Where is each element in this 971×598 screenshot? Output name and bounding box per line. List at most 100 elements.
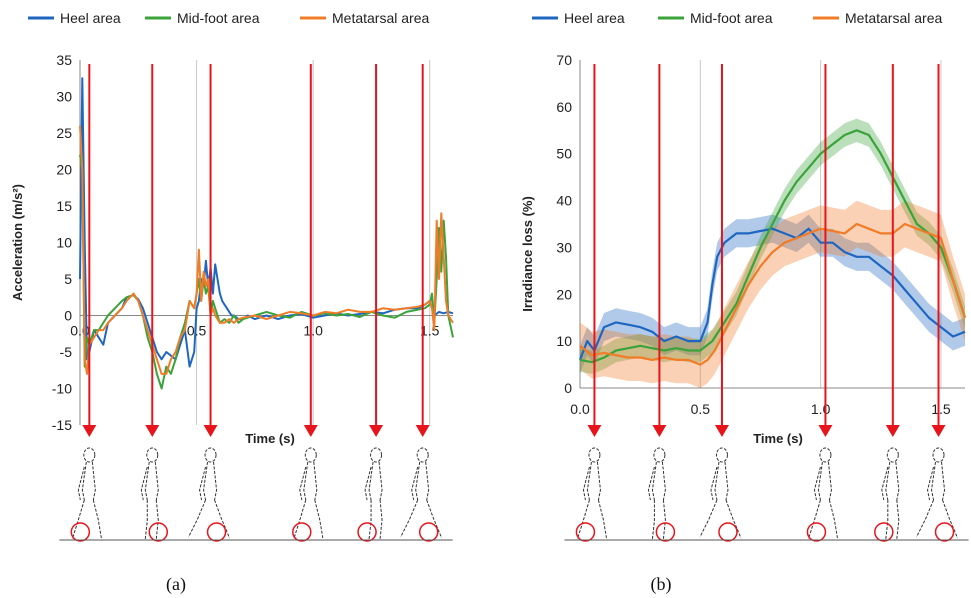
- walker-legs: [71, 499, 102, 540]
- red-circle-icon: [806, 522, 827, 542]
- y-axis-label: Irradiance loss (%): [520, 196, 535, 312]
- x-tick-label: 1.0: [303, 323, 323, 339]
- red-circle-icon: [148, 522, 169, 542]
- x-tick-label: 0.5: [691, 401, 711, 417]
- red-arrow-head: [303, 425, 318, 437]
- walker-arm: [710, 466, 718, 501]
- red-circle-icon: [357, 522, 377, 542]
- y-tick-label: 0: [564, 380, 572, 396]
- walker-legs: [188, 499, 231, 539]
- y-tick-label: 35: [56, 52, 72, 68]
- walker-legs: [576, 499, 607, 540]
- walker-torso: [81, 461, 96, 501]
- walker-arm: [77, 466, 85, 501]
- walker-arm: [411, 466, 419, 501]
- series-line-metatarsal: [579, 222, 967, 366]
- walker-torso: [931, 461, 946, 501]
- legend-entry: Mid-foot area: [690, 10, 773, 26]
- panel-b-irradiance-chart: 0 10 20 30 40 50 60 70 0.0 0.5 1.0 1.5 Irradiance lo…: [520, 10, 969, 595]
- walker-torso: [817, 461, 832, 501]
- walker-legs: [885, 499, 900, 540]
- red-circle-icon: [206, 522, 227, 542]
- series-line-midfoot: [79, 154, 454, 390]
- legend-entry: Metatarsal area: [332, 10, 429, 26]
- y-tick-label: -5: [60, 344, 73, 360]
- y-tick-label: 30: [56, 89, 72, 105]
- red-circle-icon: [418, 522, 439, 542]
- red-circle-icon: [575, 522, 596, 542]
- y-tick-label: 15: [56, 198, 72, 214]
- walking-person-icon: [292, 447, 324, 542]
- y-tick-label: 30: [556, 239, 572, 255]
- walker-arm: [364, 466, 372, 501]
- walker-legs: [651, 499, 666, 540]
- panel-label: (b): [651, 574, 672, 595]
- red-arrow-head: [885, 425, 900, 437]
- walker-head: [886, 447, 899, 463]
- walker-head: [715, 447, 728, 463]
- legend-entry: Metatarsal area: [845, 10, 942, 26]
- y-tick-label: 25: [56, 125, 72, 141]
- red-arrow-head: [145, 425, 160, 437]
- red-arrow-head: [931, 425, 946, 437]
- y-tick-label: -15: [52, 417, 72, 433]
- walker-arm: [199, 466, 207, 501]
- red-arrow-head: [587, 425, 602, 437]
- walker-torso: [144, 461, 159, 501]
- walking-person-icon: [70, 447, 102, 542]
- walker-head: [204, 447, 217, 463]
- walking-person-icon: [575, 447, 607, 542]
- red-circle-icon: [934, 522, 955, 542]
- y-tick-label: 70: [556, 52, 572, 68]
- walker-head: [370, 447, 383, 463]
- y-tick-label: -10: [52, 381, 72, 397]
- walker-head: [146, 447, 159, 463]
- walker-torso: [714, 461, 729, 501]
- walker-head: [819, 447, 832, 463]
- walking-person-icon: [188, 447, 231, 542]
- walking-person-icon: [874, 447, 900, 542]
- y-tick-label: 0: [64, 308, 72, 324]
- walker-head: [416, 447, 429, 463]
- walker-torso: [651, 461, 666, 501]
- walker-arm: [927, 466, 935, 501]
- y-tick-label: 10: [56, 235, 72, 251]
- series-line-heel: [79, 77, 454, 368]
- y-tick-label: 60: [556, 99, 572, 115]
- walker-arm: [582, 466, 590, 501]
- walking-person-icon: [400, 447, 443, 542]
- y-tick-label: 5: [64, 271, 72, 287]
- red-circle-icon: [874, 522, 894, 542]
- red-arrow-head: [652, 425, 667, 437]
- legend-entry: Heel area: [564, 10, 625, 26]
- confidence-band: [580, 214, 965, 374]
- walking-person-icon: [806, 447, 838, 542]
- walker-torso: [203, 461, 218, 501]
- walker-torso: [586, 461, 601, 501]
- y-tick-label: 50: [556, 146, 572, 162]
- series-line-midfoot: [579, 129, 967, 364]
- walker-head: [588, 447, 601, 463]
- red-arrow-head: [203, 425, 218, 437]
- walker-legs: [368, 499, 383, 540]
- red-arrow-head: [818, 425, 833, 437]
- walker-arm: [299, 466, 307, 501]
- walker-head: [83, 447, 96, 463]
- x-axis-label: Time (s): [753, 431, 803, 446]
- walker-head: [653, 447, 666, 463]
- walker-legs: [400, 499, 443, 539]
- red-circle-icon: [70, 522, 91, 542]
- x-tick-label: 0.5: [187, 323, 207, 339]
- walker-arm: [140, 466, 148, 501]
- y-axis-label: Acceleration (m/s²): [10, 184, 25, 301]
- y-tick-label: 20: [56, 162, 72, 178]
- walker-torso: [303, 461, 318, 501]
- walking-person-icon: [699, 447, 742, 542]
- walking-person-icon: [357, 447, 383, 542]
- walker-torso: [885, 461, 900, 501]
- y-tick-label: 20: [556, 286, 572, 302]
- walker-arm: [881, 466, 889, 501]
- series-line-heel: [578, 227, 966, 361]
